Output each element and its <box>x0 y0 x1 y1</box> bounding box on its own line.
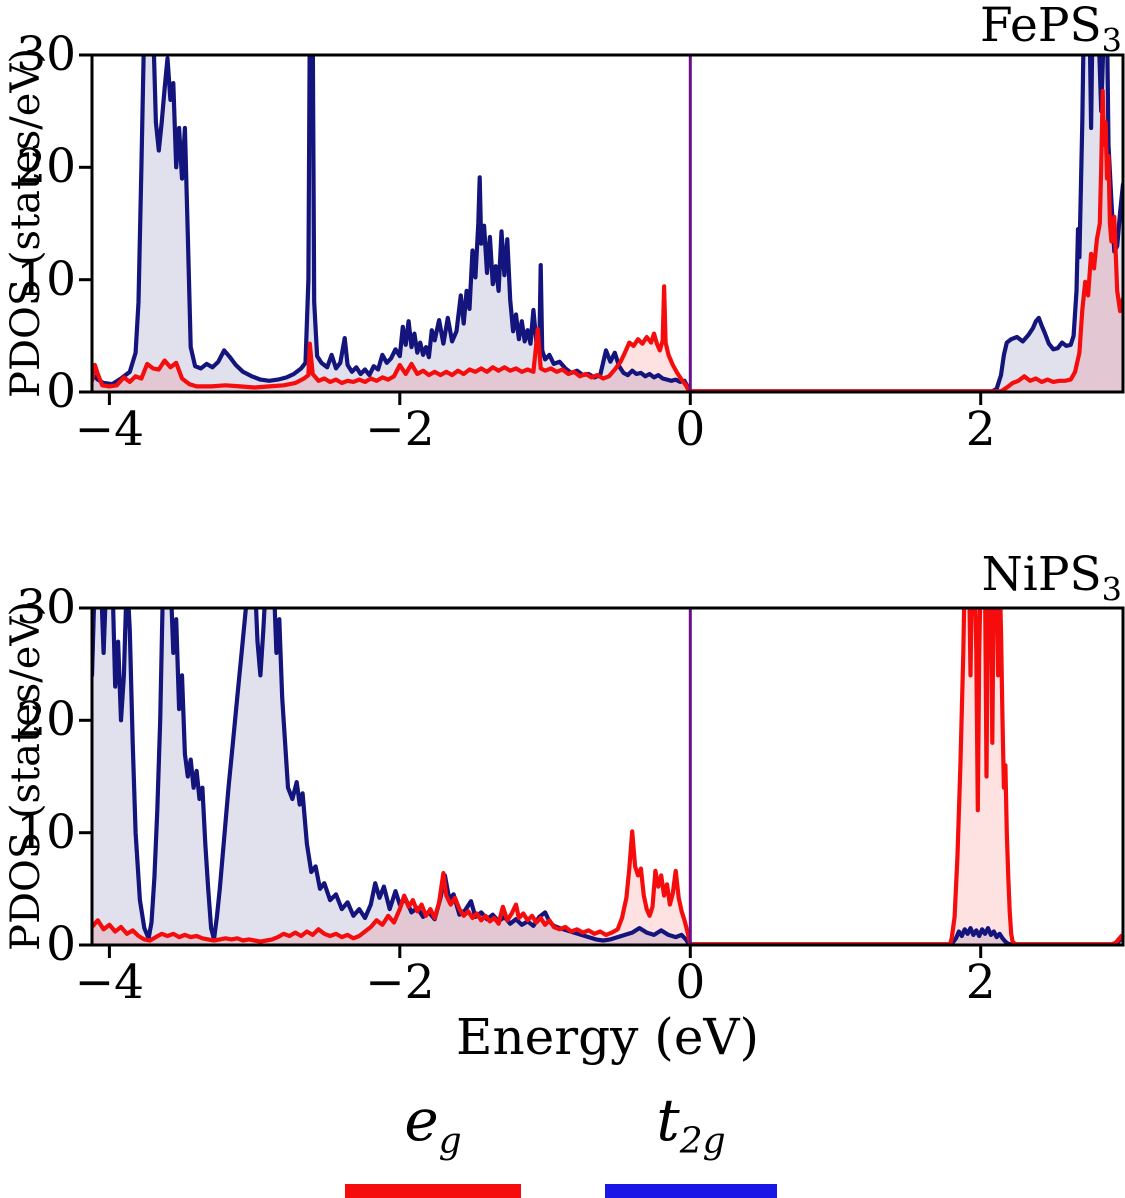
x-axis-label: Energy (eV) <box>455 1008 760 1066</box>
axes-frame <box>90 606 1125 947</box>
y-tick-label: 20 <box>16 692 76 748</box>
x-tick-label: 0 <box>675 955 706 1010</box>
nips3-plot-area <box>79 606 1125 958</box>
panel1-title-subscript: 3 <box>1101 21 1122 60</box>
x-tick-label: −2 <box>365 402 435 457</box>
x-tick-label: 2 <box>965 955 996 1010</box>
x-tick-label: −4 <box>74 402 145 457</box>
x-tick-label: −2 <box>365 955 435 1010</box>
t2g-curve <box>92 55 1123 392</box>
eg-curve <box>92 88 1123 392</box>
panel1-title: FePS3 <box>722 0 1122 66</box>
legend-swatch-eg <box>345 1184 521 1198</box>
panel2-title-text: NiPS <box>981 547 1102 602</box>
eg-area <box>92 90 1123 392</box>
y-tick-label: 10 <box>16 251 76 307</box>
panel1-title-text: FePS <box>979 0 1102 53</box>
y-tick-label: 20 <box>16 139 76 195</box>
legend-swatch-t2g <box>605 1184 777 1198</box>
y-tick-label: 30 <box>16 27 76 82</box>
legend-label-t2g: t2g <box>605 1088 777 1174</box>
legend-eg-symbol: e <box>404 1086 439 1154</box>
panel2-y-axis-label: PDOS (states/eV) <box>3 601 49 951</box>
y-tick-label: 0 <box>46 364 76 419</box>
legend-t2g-subscript: 2g <box>679 1120 726 1162</box>
eg-curve <box>92 608 1123 945</box>
axes-frame <box>90 53 1125 394</box>
x-tick-label: 2 <box>965 402 996 457</box>
legend-t2g-symbol: t <box>656 1086 680 1154</box>
legend-label-eg: eg <box>345 1088 521 1174</box>
panel2-title-subscript: 3 <box>1101 570 1122 609</box>
y-tick-label: 30 <box>16 580 76 635</box>
x-tick-label: 0 <box>675 402 706 457</box>
feps3-plot-area <box>79 53 1125 405</box>
panel1-y-axis-label: PDOS (states/eV) <box>3 48 49 398</box>
panel2-title: NiPS3 <box>722 549 1122 615</box>
t2g-area <box>92 55 1123 392</box>
t2g-area <box>92 608 1123 945</box>
y-tick-label: 0 <box>46 917 76 972</box>
legend-eg-subscript: g <box>438 1120 462 1162</box>
x-tick-label: −4 <box>74 955 145 1010</box>
y-tick-label: 10 <box>16 804 76 860</box>
